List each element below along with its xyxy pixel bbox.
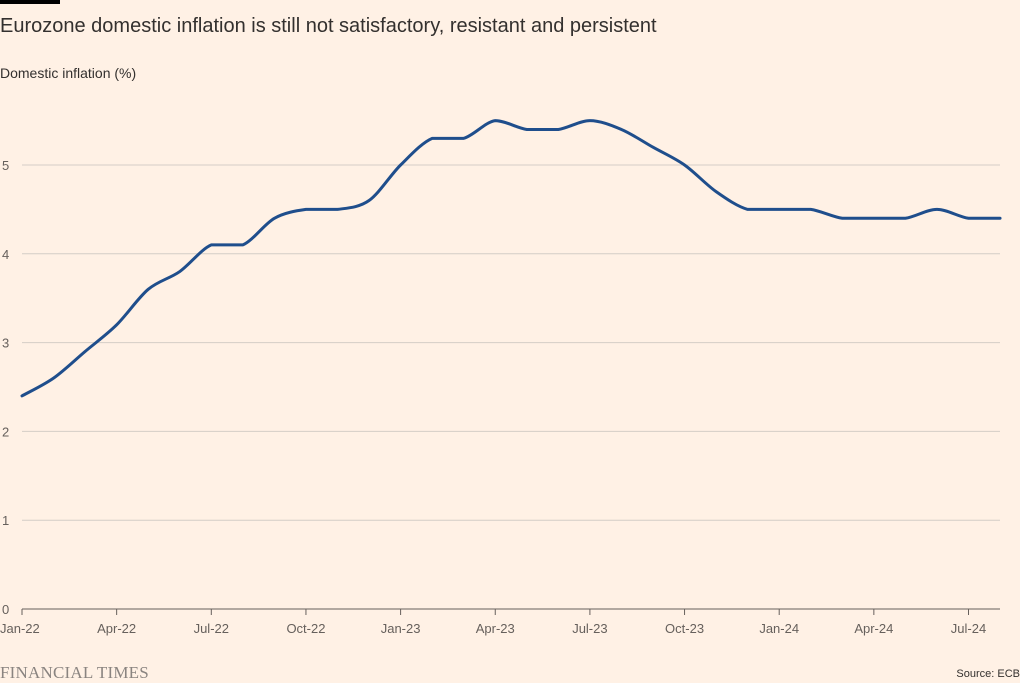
chart-subtitle: Domestic inflation (%): [0, 65, 137, 81]
x-tick-label: Jul-24: [951, 621, 986, 636]
y-tick-label: 0: [2, 602, 9, 617]
ft-accent-bar: [0, 0, 60, 4]
x-tick-label: Jan-23: [381, 621, 421, 636]
y-axis-ticks: 0 1 2 3 4 5: [2, 158, 9, 617]
series-line-0: [20, 119, 1002, 398]
x-tick-label: Apr-22: [97, 621, 136, 636]
source-note: Source: ECB: [956, 668, 1020, 680]
series-layer: [20, 119, 1002, 398]
x-axis: Jan-22 Apr-22 Jul-22 Oct-22 Jan-23 Apr-23 Jul-…: [0, 608, 1000, 636]
x-tick-label: Oct-22: [286, 621, 325, 636]
x-tick-label: Apr-23: [476, 621, 515, 636]
x-tick-label: Jul-22: [194, 621, 229, 636]
y-tick-label: 4: [2, 247, 9, 262]
x-tick-label: Jan-24: [759, 621, 799, 636]
y-tick-label: 2: [2, 424, 9, 439]
y-tick-label: 5: [2, 158, 9, 173]
gridlines: [22, 164, 1000, 521]
x-tick-label: Jan-22: [0, 621, 40, 636]
chart-title: Eurozone domestic inflation is still not…: [0, 15, 657, 37]
y-tick-label: 3: [2, 336, 9, 351]
x-tick-label: Apr-24: [854, 621, 893, 636]
ft-logo: FINANCIAL TIMES: [0, 663, 149, 682]
x-tick-label: Jul-23: [572, 621, 607, 636]
x-tick-label: Oct-23: [665, 621, 704, 636]
y-tick-label: 1: [2, 513, 9, 528]
